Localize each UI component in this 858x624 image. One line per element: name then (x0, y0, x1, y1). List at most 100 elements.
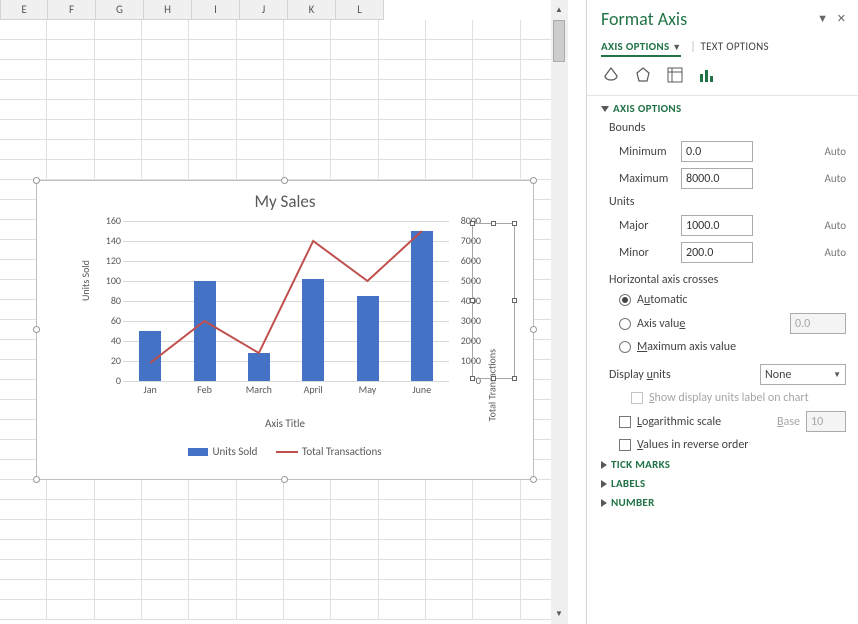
cell[interactable] (426, 560, 473, 580)
cell[interactable] (473, 20, 520, 40)
auto-button[interactable]: Auto (824, 246, 846, 259)
cell[interactable] (379, 500, 426, 520)
cell[interactable] (331, 500, 378, 520)
effects-icon[interactable] (633, 65, 653, 85)
resize-handle[interactable] (281, 177, 288, 184)
cell[interactable] (284, 520, 331, 540)
cell[interactable] (473, 80, 520, 100)
display-units-select[interactable]: None▼ (760, 364, 846, 385)
cell[interactable] (47, 120, 94, 140)
cell[interactable] (284, 60, 331, 80)
cell[interactable] (284, 580, 331, 600)
cell[interactable] (237, 600, 284, 620)
resize-handle[interactable] (33, 177, 40, 184)
log-base-input[interactable] (806, 411, 846, 432)
cell[interactable] (237, 140, 284, 160)
cell[interactable] (189, 60, 236, 80)
cell[interactable] (473, 520, 520, 540)
close-icon[interactable]: ✕ (837, 12, 846, 25)
cell[interactable] (284, 80, 331, 100)
cell[interactable] (142, 80, 189, 100)
cell[interactable] (47, 100, 94, 120)
cell[interactable] (95, 100, 142, 120)
cell[interactable] (237, 40, 284, 60)
primary-axis-label[interactable]: Units Sold (79, 260, 92, 301)
axis-options-icon[interactable] (697, 65, 717, 85)
cell[interactable] (142, 520, 189, 540)
cell[interactable] (0, 80, 47, 100)
cell[interactable] (189, 120, 236, 140)
cell[interactable] (189, 20, 236, 40)
cell[interactable] (95, 520, 142, 540)
cell[interactable] (237, 580, 284, 600)
spreadsheet-grid[interactable]: EFGHIJKL My Sales Units Sold Total Trans… (0, 0, 568, 624)
cell[interactable] (379, 120, 426, 140)
column-header[interactable]: L (336, 0, 384, 20)
auto-button[interactable]: Auto (824, 172, 846, 185)
cell[interactable] (47, 40, 94, 60)
cell[interactable] (379, 160, 426, 180)
cell[interactable] (426, 20, 473, 40)
size-properties-icon[interactable] (665, 65, 685, 85)
resize-handle[interactable] (530, 177, 537, 184)
cell[interactable] (331, 80, 378, 100)
cell[interactable] (189, 480, 236, 500)
pane-options-icon[interactable]: ▼ (817, 12, 828, 25)
cell[interactable] (284, 600, 331, 620)
column-header[interactable]: J (240, 0, 288, 20)
cell[interactable] (47, 160, 94, 180)
resize-handle[interactable] (281, 476, 288, 483)
tab-axis-options[interactable]: AXIS OPTIONS ▼ (601, 40, 681, 57)
cell[interactable] (0, 600, 47, 620)
scroll-up-icon[interactable]: ▲ (553, 4, 565, 16)
cell[interactable] (379, 80, 426, 100)
cell[interactable] (426, 500, 473, 520)
cell[interactable] (0, 20, 47, 40)
cell[interactable] (189, 600, 236, 620)
cell[interactable] (473, 600, 520, 620)
cell[interactable] (95, 120, 142, 140)
cell[interactable] (426, 80, 473, 100)
cell[interactable] (189, 40, 236, 60)
cell[interactable] (142, 480, 189, 500)
cell[interactable] (0, 100, 47, 120)
cell[interactable] (473, 580, 520, 600)
cell[interactable] (95, 600, 142, 620)
cell[interactable] (426, 160, 473, 180)
cell[interactable] (47, 140, 94, 160)
line-series[interactable] (150, 231, 422, 363)
cell[interactable] (0, 480, 47, 500)
vertical-scrollbar[interactable]: ▲ ▼ (551, 0, 568, 624)
cell[interactable] (284, 540, 331, 560)
cell[interactable] (95, 60, 142, 80)
units-minor-input[interactable] (681, 242, 753, 263)
cell[interactable] (47, 600, 94, 620)
auto-button[interactable]: Auto (824, 145, 846, 158)
cell[interactable] (331, 560, 378, 580)
cell[interactable] (426, 140, 473, 160)
cell[interactable] (95, 80, 142, 100)
cell[interactable] (237, 100, 284, 120)
cell[interactable] (189, 100, 236, 120)
radio-max-value[interactable]: Maximum axis value (609, 340, 846, 354)
cell[interactable] (473, 480, 520, 500)
units-major-input[interactable] (681, 215, 753, 236)
cell[interactable] (95, 480, 142, 500)
cell[interactable] (0, 560, 47, 580)
fill-line-icon[interactable] (601, 65, 621, 85)
resize-handle[interactable] (530, 326, 537, 333)
cell[interactable] (331, 540, 378, 560)
cell[interactable] (237, 540, 284, 560)
cell[interactable] (473, 40, 520, 60)
tab-text-options[interactable]: TEXT OPTIONS (700, 40, 768, 55)
column-header[interactable]: E (0, 0, 48, 20)
cell[interactable] (331, 520, 378, 540)
cell[interactable] (284, 480, 331, 500)
cell[interactable] (95, 500, 142, 520)
cell[interactable] (142, 540, 189, 560)
cell[interactable] (284, 500, 331, 520)
cell[interactable] (95, 560, 142, 580)
cell[interactable] (47, 480, 94, 500)
cell[interactable] (331, 480, 378, 500)
radio-axis-value[interactable]: Axis value (609, 313, 846, 334)
